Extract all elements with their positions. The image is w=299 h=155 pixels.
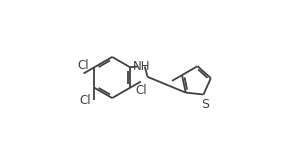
Text: S: S: [201, 97, 209, 111]
Text: Cl: Cl: [77, 59, 89, 72]
Text: NH: NH: [133, 60, 150, 73]
Text: Cl: Cl: [80, 94, 91, 107]
Text: Cl: Cl: [136, 84, 147, 97]
